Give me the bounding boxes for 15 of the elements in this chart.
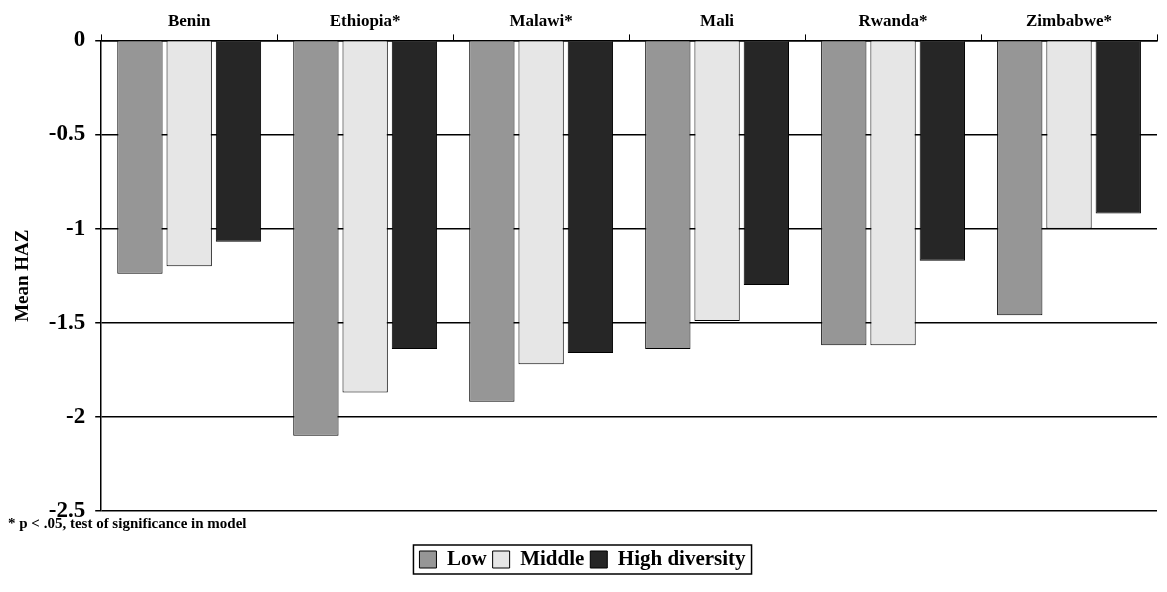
y-tick-label: -1.5 <box>48 308 86 334</box>
x-tick-label: Zimbabwe* <box>1026 10 1112 30</box>
y-tick-label: -2 <box>66 402 86 428</box>
y-tick-label: 0 <box>73 26 86 52</box>
x-tick-label: Rwanda* <box>858 10 928 30</box>
legend-label: Low <box>446 545 488 570</box>
x-tick-label: Mali <box>700 10 735 30</box>
y-tick-label: -1 <box>66 214 86 240</box>
y-tick-label: -0.5 <box>48 120 86 146</box>
x-tick-label: Benin <box>167 10 211 30</box>
legend-label: High diversity <box>617 545 747 570</box>
x-tick-label: Ethiopia* <box>329 10 401 30</box>
legend-label: Middle <box>520 545 585 570</box>
x-tick-label: Malawi* <box>509 10 573 30</box>
y-axis-title: Mean HAZ <box>11 229 33 322</box>
